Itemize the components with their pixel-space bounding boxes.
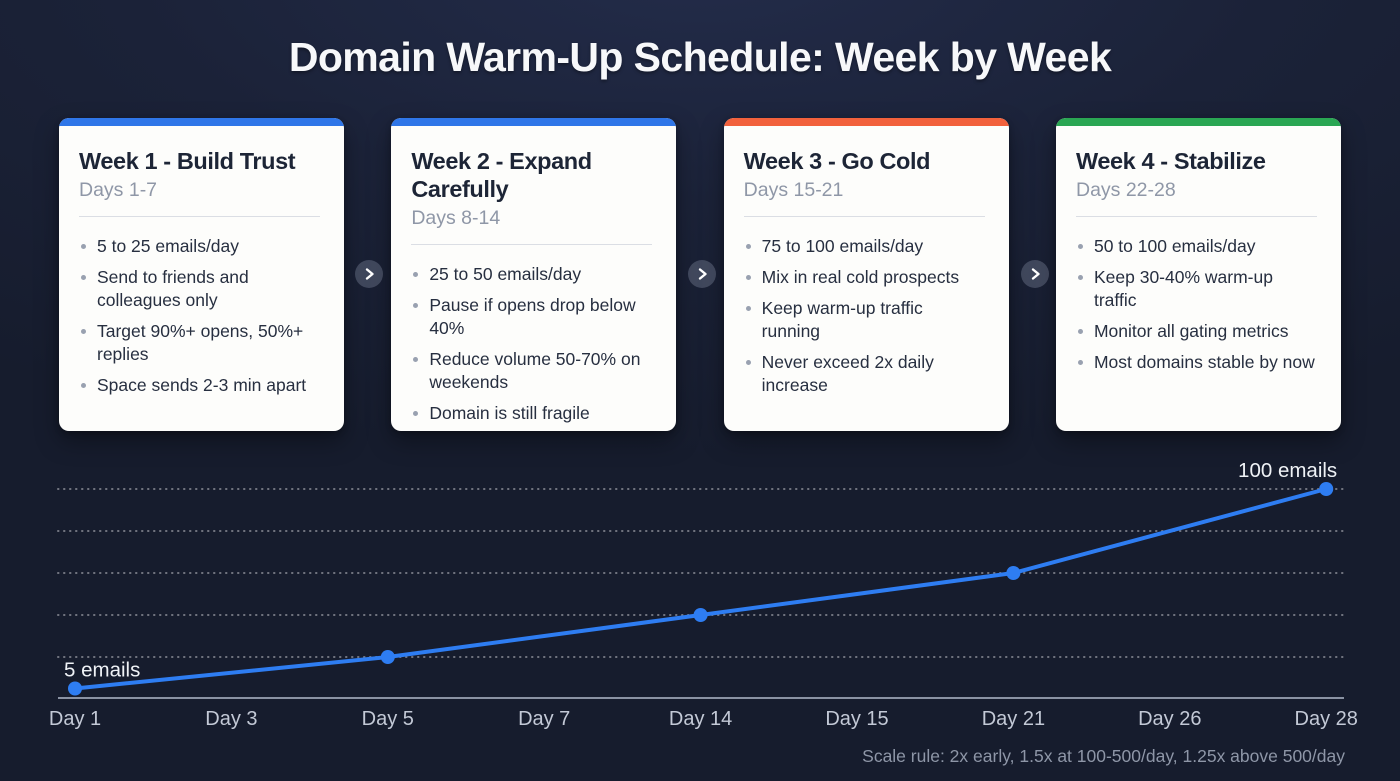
card-subtitle: Days 8-14 [411, 207, 501, 229]
chevron-right-icon [1031, 268, 1040, 280]
bullet-item: Keep warm-up traffic running [744, 297, 985, 343]
bullet-item: Monitor all gating metrics [1076, 320, 1317, 343]
x-tick-label: Day 1 [49, 708, 101, 730]
x-tick-label: Day 14 [669, 708, 732, 730]
chevron-right-icon [365, 268, 374, 280]
bullet-item: 25 to 50 emails/day [411, 263, 652, 286]
bullet-item: Send to friends and colleagues only [79, 266, 320, 312]
bullet-item: Never exceed 2x daily increase [744, 351, 985, 397]
x-tick-label: Day 21 [982, 708, 1045, 730]
card-subtitle: Days 15-21 [743, 179, 844, 201]
data-point [1319, 482, 1334, 496]
bullet-item: Keep 30-40% warm-up traffic [1076, 266, 1317, 312]
next-week-arrow [688, 260, 716, 288]
x-tick-label: Day 28 [1295, 708, 1358, 730]
card-accent-bar [391, 118, 677, 126]
data-point [693, 608, 708, 622]
next-week-arrow [355, 260, 383, 288]
card-divider [743, 216, 985, 217]
card-title: Week 3 - Go Cold [743, 148, 931, 174]
x-tick-label: Day 15 [825, 708, 888, 730]
data-point [1006, 566, 1021, 580]
chevron-right-icon [698, 268, 707, 280]
x-tick-label: Day 7 [518, 708, 570, 730]
warmup-line [73, 487, 1329, 691]
page-title: Domain Warm-Up Schedule: Week by Week [288, 34, 1112, 80]
bullet-item: Mix in real cold prospects [744, 266, 985, 289]
data-point [68, 681, 82, 696]
next-week-arrow [1021, 260, 1049, 288]
week-4-card: Week 4 - Stabilize Days 22-28 50 to 100 … [1055, 118, 1341, 431]
week-2-card: Week 2 - Expand Carefully Days 8-14 25 t… [391, 118, 677, 431]
chart-canvas: Day 1 Day 3 Day 5 Day 7 Day 14 Day 15 Day 21 Da… [49, 459, 1358, 730]
scale-rule-note: Scale rule: 2x early, 1.5x at 100-500/da… [862, 746, 1345, 766]
end-value-label: 100 emails [1238, 459, 1337, 482]
x-tick-label: Day 5 [362, 708, 414, 730]
card-accent-bar [59, 118, 344, 126]
week-3-card: Week 3 - Go Cold Days 15-21 75 to 100 em… [723, 118, 1009, 431]
warmup-volume-chart: Day 1 Day 3 Day 5 Day 7 Day 14 Day 15 Day 21 Da… [0, 440, 1400, 761]
card-body: Week 4 - Stabilize Days 22-28 50 to 100 … [1056, 126, 1341, 398]
bullet-item: 75 to 100 emails/day [744, 235, 985, 258]
card-title: Week 2 - Expand Carefully [411, 148, 592, 202]
card-body: Week 1 - Build Trust Days 1-7 5 to 25 em… [59, 126, 344, 421]
card-divider [1075, 216, 1317, 217]
card-bullet-list: 75 to 100 emails/day Mix in real cold pro… [744, 235, 985, 397]
data-point [380, 650, 395, 664]
card-divider [79, 216, 320, 217]
x-tick-label: Day 3 [205, 708, 257, 730]
card-accent-bar [723, 118, 1009, 126]
bullet-item: 50 to 100 emails/day [1076, 235, 1317, 258]
card-body: Week 3 - Go Cold Days 15-21 75 to 100 em… [724, 126, 1009, 421]
bullet-item: Target 90%+ opens, 50%+ replies [79, 320, 320, 366]
bullet-item: Reduce volume 50-70% on weekends [411, 348, 652, 394]
card-title: Week 4 - Stabilize [1075, 148, 1266, 174]
bullet-item: Most domains stable by now [1076, 351, 1317, 374]
card-title: Week 1 - Build Trust [79, 148, 296, 174]
bullet-item: Domain is still fragile [411, 402, 652, 425]
bullet-item: Pause if opens drop below 40% [411, 294, 652, 340]
card-divider [411, 244, 653, 245]
card-subtitle: Days 1-7 [79, 179, 158, 201]
card-bullet-list: 25 to 50 emails/day Pause if opens drop b… [411, 263, 652, 425]
card-bullet-list: 50 to 100 emails/day Keep 30-40% warm-up … [1076, 235, 1317, 374]
card-subtitle: Days 22-28 [1075, 179, 1176, 201]
start-value-label: 5 emails [64, 659, 140, 682]
x-tick-label: Day 26 [1138, 708, 1201, 730]
week-1-card: Week 1 - Build Trust Days 1-7 5 to 25 em… [59, 118, 344, 431]
card-bullet-list: 5 to 25 emails/day Send to friends and co… [79, 235, 320, 397]
bullet-item: 5 to 25 emails/day [79, 235, 320, 258]
card-body: Week 2 - Expand Carefully Days 8-14 25 t… [391, 126, 676, 431]
card-accent-bar [1055, 118, 1341, 126]
bullet-item: Space sends 2-3 min apart [79, 374, 320, 397]
week-cards-row: Week 1 - Build Trust Days 1-7 5 to 25 em… [59, 118, 1341, 431]
